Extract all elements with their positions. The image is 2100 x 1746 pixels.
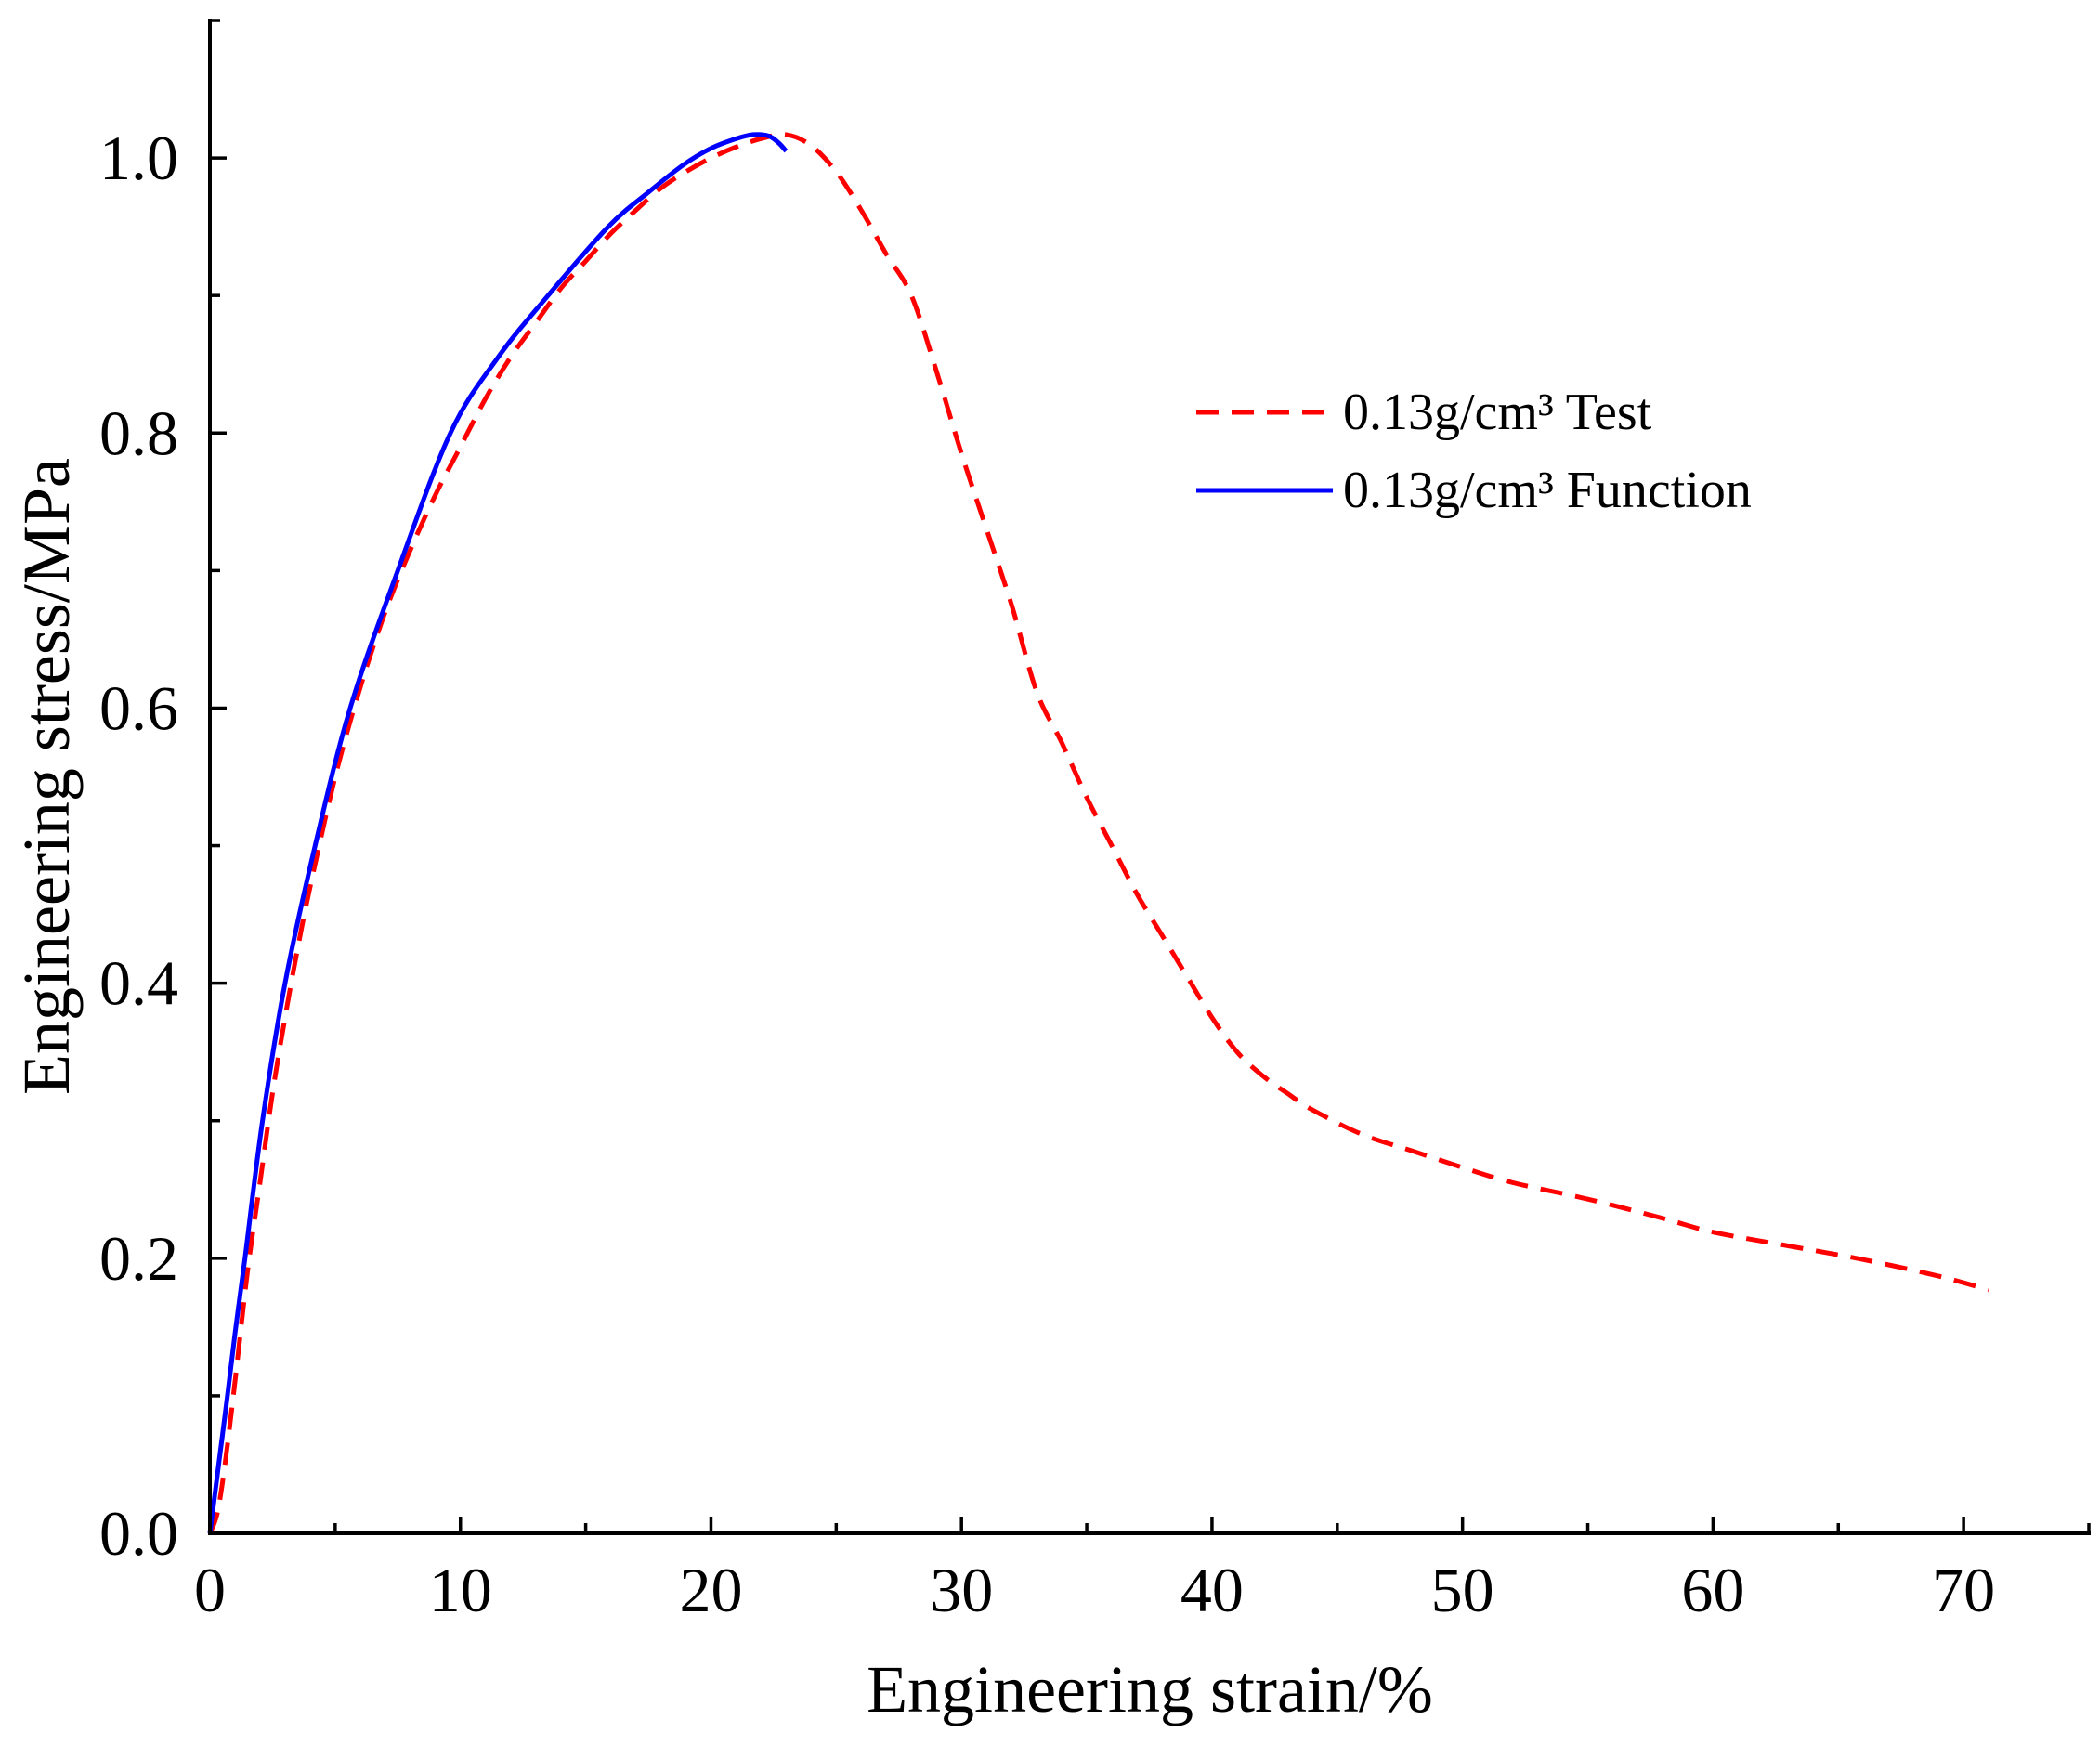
x-axis-label: Engineering strain/% [867,1652,1433,1726]
y-tick-label: 0.6 [99,672,178,743]
y-tick-label: 0.8 [99,397,178,468]
y-tick-label: 0.0 [99,1498,178,1569]
y-axis-label: Engineering stress/MPa [9,458,84,1095]
x-tick-label: 30 [930,1555,993,1625]
tick-labels: 0 10 20 30 40 50 60 70 0.0 0.2 0.4 0.6 0.8 1.0 [99,123,1995,1625]
x-tick-label: 60 [1681,1555,1744,1625]
legend: 0.13g/cm³ Test 0.13g/cm³ Function [1196,384,1752,519]
x-tick-label: 20 [679,1555,742,1625]
x-tick-label: 40 [1180,1555,1244,1625]
legend-label-function: 0.13g/cm³ Function [1343,462,1752,519]
series-line-function [207,132,789,1534]
y-tick-label: 0.2 [99,1223,178,1294]
x-tick-label: 50 [1431,1555,1494,1625]
y-tick-label: 0.4 [99,948,178,1019]
legend-label-test: 0.13g/cm³ Test [1343,384,1652,441]
y-tick-label: 1.0 [99,123,178,193]
x-tick-label: 70 [1932,1555,1995,1625]
plot-series [207,132,1989,1534]
x-tick-label: 10 [429,1555,492,1625]
series-line-test [207,132,1989,1534]
x-tick-label: 0 [194,1555,226,1625]
